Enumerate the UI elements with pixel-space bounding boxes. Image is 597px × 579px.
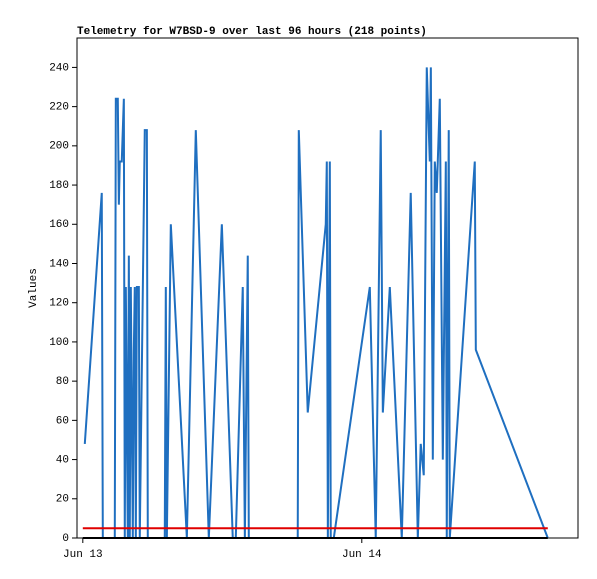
y-tick-label: 0 xyxy=(62,533,69,545)
y-tick-label: 160 xyxy=(49,219,69,231)
y-tick-label: 20 xyxy=(56,494,69,506)
x-tick-label: Jun 14 xyxy=(342,549,382,561)
y-tick-label: 80 xyxy=(56,376,69,388)
y-tick-label: 100 xyxy=(49,337,69,349)
x-tick-label: Jun 13 xyxy=(63,549,103,561)
y-tick-label: 140 xyxy=(49,258,69,270)
chart-title: Telemetry for W7BSD-9 over last 96 hours… xyxy=(77,26,427,38)
y-tick-label: 40 xyxy=(56,454,69,466)
y-tick-label: 180 xyxy=(49,180,69,192)
y-tick-label: 220 xyxy=(49,102,69,114)
data-line xyxy=(83,67,549,539)
y-tick-label: 240 xyxy=(49,62,69,74)
y-tick-label: 200 xyxy=(49,141,69,153)
y-tick-label: 120 xyxy=(49,298,69,310)
y-tick-label: 60 xyxy=(56,415,69,427)
y-axis-label: Values xyxy=(28,268,40,308)
